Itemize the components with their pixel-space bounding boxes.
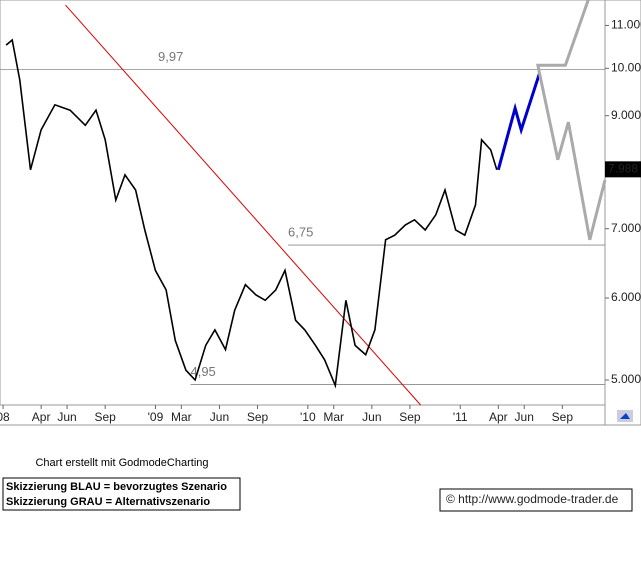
scroll-arrow [620,413,630,419]
y-tick-label: 9.000 [611,108,641,122]
x-tick-label: Sep [552,410,574,424]
x-tick-label: Jun [210,410,229,424]
y-tick-label: 6.000 [611,290,641,304]
x-tick-label: Jun [57,410,76,424]
price-line [5,38,498,389]
legend-line: Skizzierung BLAU = bevorzugtes Szenario [6,481,227,493]
url-box [439,488,633,512]
x-tick-label: Mar [171,410,192,424]
x-tick-label: '11 [453,410,468,424]
level-label: 9,97 [158,49,183,64]
scenario-line [496,72,541,171]
x-tick-label: '10 [300,410,316,424]
y-tick-label: 5.000 [611,372,641,386]
url[interactable]: © http://www.godmode-trader.de [446,492,619,506]
x-tick-label: Jun [515,410,534,424]
scenario-line [65,4,421,406]
x-tick-label: Apr [32,410,51,424]
level-label: 4,95 [190,364,215,379]
x-tick-label: Apr [489,410,508,424]
legend-box [2,477,241,511]
price-axis-frame [604,0,641,426]
y-tick-label: 11.000 [611,18,641,32]
x-tick-label: Sep [247,410,269,424]
plot-frame [0,0,606,406]
x-tick-label: Mar [323,410,344,424]
scenario-line [536,0,590,74]
legend-line: Skizzierung GRAU = Alternativszenario [6,496,210,508]
credit: Chart erstellt mit GodmodeCharting [35,457,208,469]
scenario-line [538,72,607,241]
last-price-box [605,161,641,178]
y-tick-label: 7.000 [611,221,641,235]
last-price-label: 7.988 [608,162,638,176]
y-tick-label: 10.000 [611,60,641,74]
x-tick-label: '09 [148,410,164,424]
x-tick-label: Sep [94,410,116,424]
x-tick-label: Jun [362,410,381,424]
x-tick-label: 08 [0,410,10,424]
level-label: 6,75 [288,225,313,240]
x-tick-label: Sep [399,410,421,424]
